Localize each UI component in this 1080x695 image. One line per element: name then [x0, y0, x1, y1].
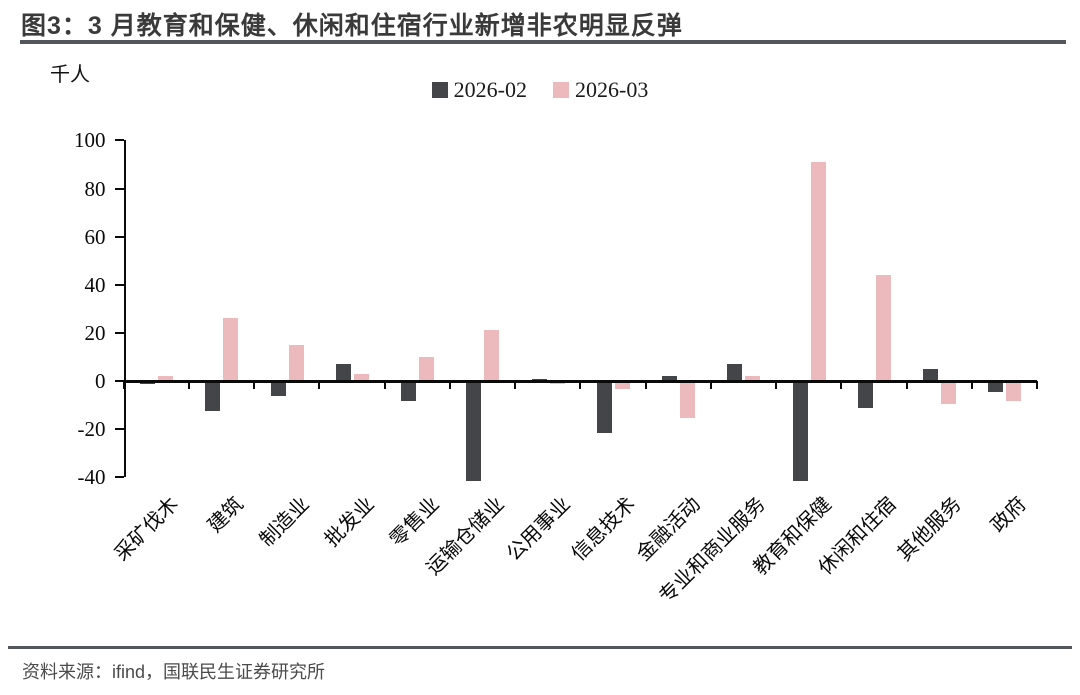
category-label-公用事业: 公用事业	[502, 493, 575, 566]
bar-2026-02-休闲和住宿	[857, 382, 873, 409]
bar-2026-03-金融活动	[680, 382, 696, 419]
bar-2026-03-休闲和住宿	[875, 275, 891, 381]
bar-2026-02-批发业	[335, 364, 351, 381]
y-axis-tick	[114, 331, 124, 334]
x-axis-tick	[970, 381, 973, 389]
x-axis-tick	[579, 381, 582, 389]
bar-2026-03-建筑	[223, 318, 239, 381]
x-axis-tick	[840, 381, 843, 389]
y-axis-tick-label: -40	[77, 465, 106, 490]
legend-label-2026-02: 2026-02	[453, 77, 527, 102]
x-axis-tick	[905, 381, 908, 389]
bar-2026-03-零售业	[419, 356, 435, 381]
y-axis-tick-label: 100	[74, 128, 106, 153]
legend-swatch-2026-03	[553, 82, 569, 98]
x-axis-zero-line	[123, 380, 1037, 383]
category-label-制造业: 制造业	[255, 493, 314, 552]
bar-2026-02-公用事业	[531, 378, 547, 381]
category-label-信息技术: 信息技术	[567, 493, 640, 566]
bar-2026-02-运输仓储业	[466, 382, 482, 481]
y-axis-tick	[114, 380, 124, 382]
bar-2026-02-建筑	[205, 382, 221, 411]
bar-2026-02-信息技术	[596, 382, 612, 433]
x-axis-tick	[253, 381, 255, 389]
legend-item-2026-02: 2026-02	[431, 77, 527, 103]
figure-title: 图3：3 月教育和保健、休闲和住宿行业新增非农明显反弹	[21, 12, 683, 40]
bar-2026-02-制造业	[270, 382, 286, 397]
y-axis-tick	[114, 187, 124, 190]
y-axis-line	[123, 140, 126, 478]
x-axis-tick	[318, 381, 321, 389]
y-axis-tick-label: -20	[77, 417, 106, 442]
x-axis-tick	[514, 381, 516, 389]
bar-2026-03-制造业	[288, 344, 304, 381]
bar-2026-03-教育和保健	[810, 162, 826, 381]
y-axis-tick-label: 80	[84, 176, 106, 201]
bar-2026-02-专业和商业服务	[727, 364, 743, 381]
legend-label-2026-03: 2026-03	[575, 77, 649, 102]
bar-2026-02-教育和保健	[792, 382, 808, 481]
y-axis-tick	[114, 283, 124, 286]
y-axis-tick	[114, 476, 124, 479]
category-label-批发业: 批发业	[320, 493, 379, 552]
y-axis-unit-label: 千人	[50, 64, 90, 86]
y-axis-tick	[114, 428, 124, 431]
chart-legend: 2026-02 2026-03	[0, 77, 1080, 103]
bar-2026-02-其他服务	[923, 368, 939, 381]
bar-2026-03-公用事业	[549, 382, 565, 385]
y-axis-tick-label: 60	[84, 224, 106, 249]
y-axis-tick	[114, 235, 124, 238]
bar-2026-03-信息技术	[614, 382, 630, 390]
bar-2026-03-政府	[1006, 382, 1022, 402]
y-axis-tick	[114, 139, 124, 142]
category-label-采矿伐木: 采矿伐木	[110, 493, 183, 566]
x-axis-tick	[709, 381, 712, 389]
source-note: 资料来源：ifind，国联民生证券研究所	[22, 662, 326, 682]
legend-swatch-2026-02	[431, 82, 448, 98]
bar-2026-03-采矿伐木	[158, 376, 174, 381]
x-axis-tick	[448, 381, 451, 389]
bar-2026-02-金融活动	[662, 376, 678, 381]
bar-2026-03-专业和商业服务	[745, 376, 761, 381]
x-axis-tick	[187, 381, 190, 389]
x-axis-tick	[644, 381, 647, 389]
legend-item-2026-03: 2026-03	[553, 77, 648, 103]
category-label-其他服务: 其他服务	[893, 493, 966, 566]
bar-2026-03-其他服务	[941, 382, 957, 404]
bar-2026-02-政府	[988, 382, 1004, 392]
x-axis-tick	[122, 381, 125, 389]
x-axis-tick	[1036, 381, 1038, 389]
title-underline-rule	[20, 40, 1066, 44]
y-axis-tick-label: 20	[84, 320, 106, 345]
category-label-建筑: 建筑	[204, 493, 249, 538]
bar-2026-03-批发业	[353, 373, 369, 381]
category-label-政府: 政府	[987, 493, 1032, 538]
y-axis-tick-label: 0	[95, 369, 106, 393]
bar-2026-03-运输仓储业	[484, 330, 500, 381]
y-axis-tick-label: 40	[84, 272, 106, 297]
x-axis-tick	[775, 381, 777, 389]
x-axis-tick	[383, 381, 386, 389]
footer-rule	[8, 646, 1072, 649]
bar-2026-02-零售业	[401, 382, 417, 402]
bar-2026-02-采矿伐木	[140, 382, 156, 385]
